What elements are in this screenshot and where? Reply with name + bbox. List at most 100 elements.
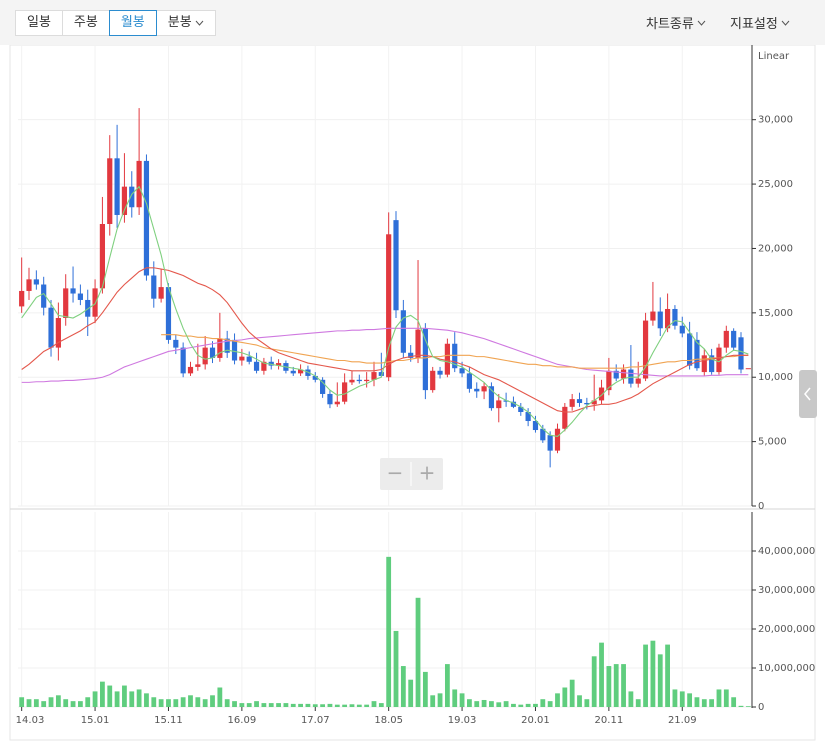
period-button[interactable]: 분봉: [155, 10, 216, 36]
volume-bar: [525, 703, 531, 707]
y-tick-label: 30,000: [758, 115, 793, 126]
volume-bar: [687, 693, 693, 707]
candle-body: [70, 288, 76, 294]
candle-body: [620, 369, 627, 379]
candle-body: [195, 364, 201, 367]
candle-body: [569, 399, 575, 407]
side-tab[interactable]: [799, 370, 817, 418]
volume-bar: [290, 703, 296, 707]
zoom-in[interactable]: +: [419, 461, 436, 485]
volume-bar: [55, 695, 61, 707]
x-tick-label: 21.09: [668, 715, 697, 726]
volume-bar: [540, 699, 546, 707]
volume-bar: [151, 697, 157, 707]
volume-bar: [694, 697, 700, 707]
candle-body: [635, 378, 641, 384]
candle-body: [437, 370, 443, 375]
candle-body: [547, 435, 553, 451]
y-tick-label: 0: [758, 501, 764, 512]
volume-bar: [342, 704, 348, 707]
volume-bar: [232, 701, 237, 707]
candle-body: [393, 220, 399, 311]
volume-bar: [371, 701, 377, 707]
period-button[interactable]: 주봉: [61, 10, 110, 36]
candle-body: [114, 158, 120, 215]
volume-bar: [85, 697, 91, 707]
menu[interactable]: 차트종류: [646, 13, 706, 32]
x-tick-label: 19.03: [448, 715, 477, 726]
side-tab-icon: [804, 387, 811, 401]
volume-bar: [459, 693, 465, 707]
candle-body: [187, 366, 194, 374]
candle-body: [694, 339, 700, 369]
period-label: 주봉: [73, 15, 98, 30]
volume-bar: [261, 703, 267, 707]
volume-bar: [562, 687, 568, 707]
candle-body: [488, 386, 495, 409]
candle-body: [576, 399, 583, 403]
candle-body: [217, 338, 223, 358]
volume-bar: [327, 703, 333, 707]
volume-bar: [349, 704, 355, 707]
volume-bar: [136, 689, 142, 707]
candle-body: [371, 372, 377, 380]
toolbar: 일봉 주봉 월봉 분봉 차트종류 지표설정: [0, 0, 825, 45]
x-tick-label: 14.03: [16, 715, 45, 726]
candle-body: [297, 369, 304, 374]
candle-body: [290, 370, 296, 374]
volume-bar: [166, 699, 171, 707]
volume-bar: [364, 704, 370, 707]
candle-body: [400, 310, 406, 353]
moving-average: [21, 327, 749, 383]
volume-bar: [731, 697, 737, 707]
volume-bar: [283, 703, 289, 707]
period-button[interactable]: 월봉: [108, 10, 157, 36]
period-button[interactable]: 일봉: [15, 10, 63, 36]
moving-average: [161, 334, 749, 369]
volume-bar: [665, 644, 670, 707]
candle-body: [598, 387, 605, 401]
volume-bar: [650, 640, 656, 707]
volume-bar: [122, 685, 127, 707]
candle-body: [99, 223, 106, 289]
candle-body: [510, 401, 517, 407]
x-tick-label: 16.09: [228, 715, 257, 726]
period-group: 일봉 주봉 월봉 분봉: [15, 10, 216, 36]
y-tick-label: 40,000,000: [758, 546, 815, 557]
candle-body: [738, 337, 744, 370]
volume-bar: [320, 704, 326, 707]
x-tick-label: 20.11: [595, 715, 624, 726]
volume-bar: [444, 664, 450, 707]
volume-bar: [591, 656, 597, 707]
volume-bar: [643, 644, 648, 707]
candle-body: [503, 400, 509, 402]
menu-label: 차트종류: [646, 17, 694, 32]
volume-bar: [503, 701, 509, 707]
candle-body: [41, 284, 47, 308]
menu[interactable]: 지표설정: [730, 13, 790, 32]
menu-label: 지표설정: [730, 17, 778, 32]
period-label: 일봉: [27, 15, 51, 30]
volume-bar: [518, 704, 524, 707]
volume-bar: [613, 664, 619, 707]
period-label: 월봉: [120, 15, 145, 30]
volume-bar: [276, 703, 281, 707]
zoom-out[interactable]: −: [387, 461, 404, 485]
candle-body: [209, 347, 216, 358]
candle-body: [33, 279, 39, 285]
volume-bar: [481, 699, 487, 707]
volume-bar: [26, 699, 32, 707]
candle-body: [180, 347, 186, 374]
volume-bar: [312, 704, 318, 707]
candle-body: [657, 311, 663, 329]
candle-body: [239, 356, 245, 361]
candle-body: [151, 275, 157, 299]
side-tab-bg[interactable]: [799, 370, 817, 418]
candle-body: [606, 370, 612, 391]
volume-bar: [246, 703, 252, 707]
moving-average: [21, 267, 749, 413]
candle-body: [745, 368, 751, 370]
volume-bar: [474, 701, 480, 707]
volume-bar: [533, 703, 538, 707]
